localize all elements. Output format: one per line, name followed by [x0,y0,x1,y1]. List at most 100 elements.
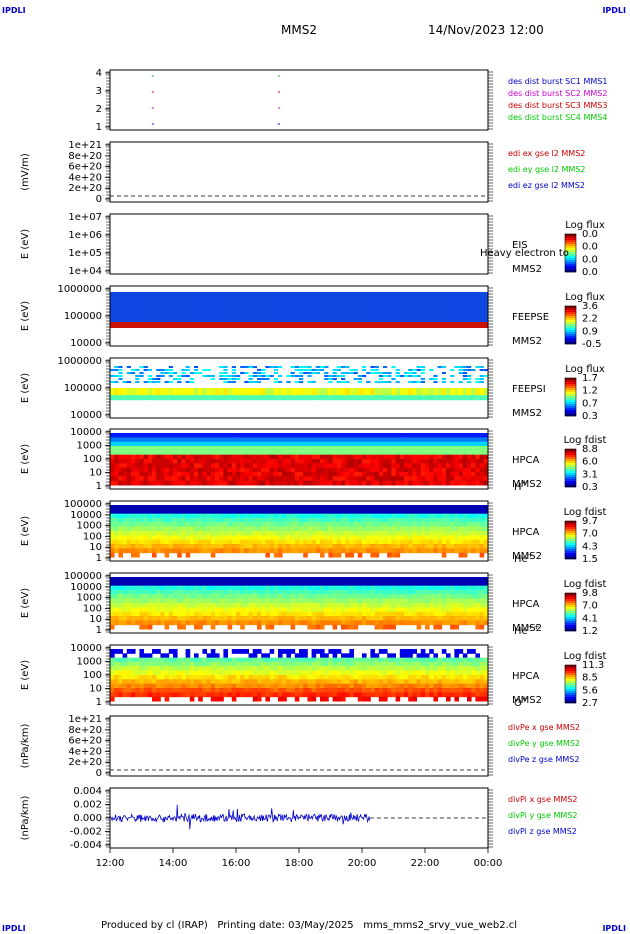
heatmap-cell [194,666,199,672]
heatmap-cell [189,607,195,613]
heatmap-cell [236,480,241,486]
heatmap-cell [202,518,207,523]
heatmap-cell [252,467,258,473]
heatmap-cell [248,616,254,621]
heatmap-cell [311,372,316,374]
colorbar-swatch [565,625,576,628]
heatmap-cell [378,459,384,464]
heatmap-cell [416,459,422,464]
heatmap-cell [362,581,367,587]
heatmap-cell [328,607,333,613]
heatmap-cell [189,467,195,473]
heatmap-cell [483,375,488,377]
heatmap-cell [475,518,480,523]
heatmap-cell [408,375,413,377]
heatmap-cell [198,696,203,702]
heatmap-cell [273,372,278,374]
heatmap-cell [168,666,174,672]
heatmap-cell [450,581,455,587]
heatmap-cell [429,544,434,549]
heatmap-cell [118,467,123,473]
heatmap-cell [399,433,405,438]
heatmap-cell [412,372,417,374]
heatmap-cell [349,594,354,600]
colorbar-title: Log fdist [564,579,607,590]
heatmap-cell [311,322,317,328]
heatmap-cell [458,446,464,451]
heatmap-cell [391,531,396,536]
heatmap-cell [458,539,464,545]
heatmap-cell [425,616,430,621]
heatmap-cell [168,581,174,587]
heatmap-cell [349,548,354,554]
heatmap-cell [366,450,371,456]
heatmap-cell [273,585,279,591]
heatmap-cell [320,585,325,591]
colorbar-swatch [565,318,576,321]
heatmap-cell [336,666,342,672]
heatmap-cell [185,459,191,464]
heatmap-cell [143,620,149,626]
colorbar-swatch [565,248,576,251]
heatmap-cell [282,463,287,469]
heatmap-cell [315,688,321,693]
heatmap-cell [315,683,321,689]
heatmap-cell [118,437,123,443]
heatmap-cell [383,388,388,396]
heatmap-cell [475,577,480,582]
heatmap-cell [370,388,375,396]
heatmap-cell [450,620,455,626]
heatmap-cell [152,476,157,482]
heatmap-cell [345,657,350,663]
heatmap-cell [231,585,237,591]
heatmap-cell [198,662,203,667]
heatmap-cell [399,598,405,604]
heatmap-cell [383,381,388,383]
heatmap-cell [198,544,203,549]
heatmap-cell [244,535,249,541]
colorbar-tick-label: 1.2 [582,386,598,397]
heatmap-cell [139,531,144,536]
y-tick-label: 6e+20 [68,162,102,173]
heatmap-cell [131,649,136,654]
heatmap-cell [341,526,346,532]
heatmap-cell [168,395,174,401]
heatmap-cell [416,539,422,545]
heatmap-cell [467,598,472,604]
heatmap-cell [269,322,275,328]
heatmap-cell [194,372,199,374]
heatmap-cell [135,531,140,536]
heatmap-cell [227,624,233,630]
heatmap-cell [383,590,388,595]
heatmap-cell [395,526,401,532]
heatmap-cell [332,544,338,549]
colorbar-frame [564,233,577,273]
heatmap-cell [122,433,128,438]
heatmap-cell [454,518,459,523]
heatmap-cell [278,598,283,604]
heatmap-cell [441,292,447,325]
y-tick-label: 4 [96,68,102,79]
heatmap-cell [391,433,396,438]
heatmap-cell [307,322,312,328]
heatmap-cell [282,679,287,685]
heatmap-cell [387,585,392,591]
heatmap-cell [223,662,228,667]
heatmap-cell [231,372,236,374]
heatmap-cell [441,467,447,473]
heatmap-cell [341,437,346,443]
heatmap-cell [181,598,186,604]
heatmap-cell [324,688,329,693]
colorbar-tick-label: 0.3 [582,411,598,422]
heatmap-cell [387,598,392,604]
heatmap-cell [399,441,405,447]
heatmap-cell [261,480,266,486]
heatmap-cell [345,692,350,698]
heatmap-cell [147,585,153,591]
heatmap-cell [454,544,459,549]
heatmap-cell [362,522,367,528]
colorbar-swatch [565,477,576,480]
colorbar-tick-label: 0.0 [582,254,598,265]
heatmap-cell [189,441,195,447]
heatmap-cell [462,369,467,371]
